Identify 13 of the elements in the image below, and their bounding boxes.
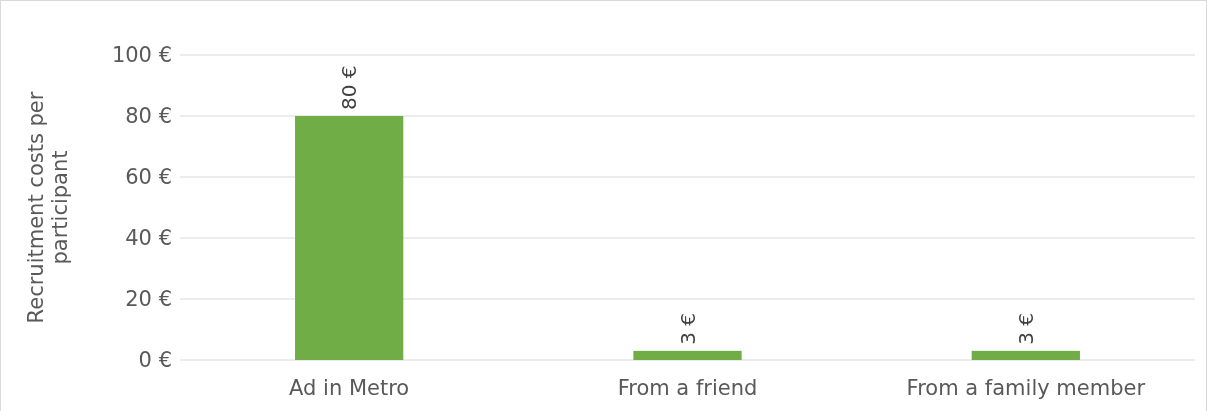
data-label: 80 € [337, 65, 362, 110]
y-tick-label: 40 € [125, 226, 172, 251]
y-tick-label: 60 € [125, 165, 172, 190]
x-tick-label: Ad in Metro [289, 376, 410, 400]
y-tick-label: 0 € [138, 348, 172, 373]
y-tick-label: 80 € [125, 104, 172, 129]
x-tick-label: From a family member [906, 376, 1146, 400]
data-label: 3 € [675, 313, 700, 345]
y-axis-title: Recruitment costs per participant [24, 91, 72, 324]
y-tick-label: 100 € [111, 43, 172, 68]
y-tick-label: 20 € [125, 287, 172, 312]
x-tick-label: From a friend [617, 376, 758, 400]
data-label: 3 € [1013, 313, 1038, 345]
